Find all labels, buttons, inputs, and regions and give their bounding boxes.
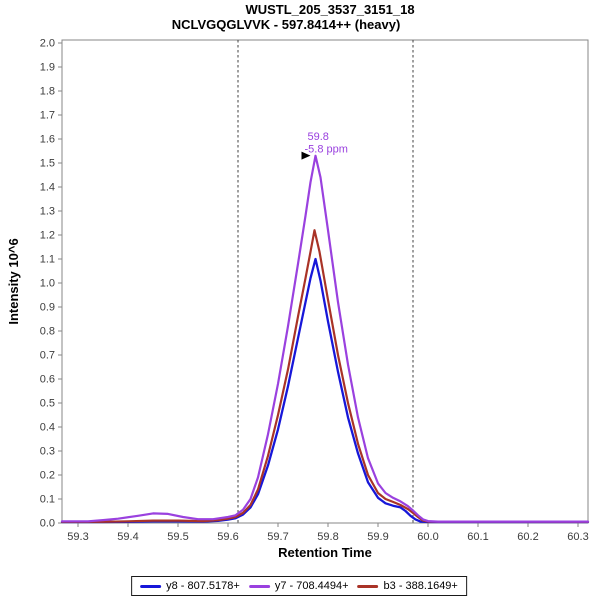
y-axis-tick-label: 1.3 xyxy=(40,206,55,218)
plot-frame xyxy=(61,39,589,524)
x-axis-tick-label: 59.4 xyxy=(117,531,138,543)
y-axis-tick-label: 0.5 xyxy=(40,398,55,410)
series-line-y7 xyxy=(60,154,590,523)
chart-title-peptide: NCLVGQGLVVK - 597.8414++ (heavy) xyxy=(171,17,401,32)
x-axis-tick-label: 59.6 xyxy=(217,531,238,543)
x-axis-tick-label: 59.3 xyxy=(67,531,88,543)
x-axis-title: Retention Time xyxy=(278,545,372,560)
y-axis-tick-label: 0.4 xyxy=(40,422,55,434)
legend-item-label: y7 - 708.4494+ xyxy=(274,580,349,592)
y-axis-tick-label: 1.8 xyxy=(40,86,55,98)
y-axis-tick-label: 0.7 xyxy=(40,350,55,362)
legend-item-label: b3 - 388.1649+ xyxy=(383,580,458,592)
x-axis-tick-label: 60.2 xyxy=(517,531,538,543)
y-axis-tick-label: 0.9 xyxy=(40,302,55,314)
legend-item-label: y8 - 807.5178+ xyxy=(166,580,240,592)
y-axis-tick-label: 1.0 xyxy=(40,278,55,290)
x-axis-tick-label: 59.7 xyxy=(267,531,288,543)
y-axis-tick-label: 0.6 xyxy=(40,374,55,386)
chromatogram-plot[interactable]: 59.3 59.4 59.5 59.6 59.7 59.8 59.9 60.0 60.1 60.2… xyxy=(0,0,600,570)
x-axis-tick-label: 60.0 xyxy=(417,531,438,543)
y-axis-tick-label: 1.1 xyxy=(40,254,55,266)
series-line-y8 xyxy=(60,257,590,524)
y-axis-tick-label: 0.8 xyxy=(40,326,55,338)
y-axis-tick-label: 0.2 xyxy=(40,470,55,482)
x-axis-tick-label: 60.3 xyxy=(567,531,588,543)
x-axis-tick-label: 59.8 xyxy=(317,531,338,543)
y-axis-tick-label: 1.7 xyxy=(40,110,55,122)
y-axis-tick-label: 0.1 xyxy=(40,494,55,506)
y-axis-title: Intensity 10^6 xyxy=(6,238,21,324)
y-axis-tick-label: 1.9 xyxy=(40,62,55,74)
x-axis-tick-label: 59.5 xyxy=(167,531,188,543)
x-axis-tick-label: 59.9 xyxy=(367,531,388,543)
y-axis-tick-label: 1.2 xyxy=(40,230,55,242)
legend-line-swatch-icon xyxy=(140,584,162,588)
legend-line-swatch-icon xyxy=(357,584,379,588)
legend-item-b3: b3 - 388.1649+ xyxy=(357,580,458,592)
legend-item-y8: y8 - 807.5178+ xyxy=(140,580,240,592)
y-axis-tick-label: 2.0 xyxy=(40,38,55,50)
legend-line-swatch-icon xyxy=(248,584,270,588)
peak-id-marker-icon xyxy=(301,151,311,160)
y-axis-tick-label: 0.3 xyxy=(40,446,55,458)
y-axis-tick-label: 1.4 xyxy=(40,182,55,194)
y-axis-tick-label: 1.5 xyxy=(40,158,55,170)
x-axis-tick-label: 60.1 xyxy=(467,531,488,543)
chart-title-file: WUSTL_205_3537_3151_18 xyxy=(245,2,415,17)
legend-item-y7: y7 - 708.4494+ xyxy=(248,580,349,592)
peak-ppm-annotation: -5.8 ppm xyxy=(305,143,348,155)
series-line-b3 xyxy=(60,229,590,523)
peak-rt-annotation[interactable]: 59.8 xyxy=(308,131,329,143)
y-axis-tick-label: 0.0 xyxy=(40,518,55,530)
y-axis-tick-label: 1.6 xyxy=(40,134,55,146)
legend-box: y8 - 807.5178+ y7 - 708.4494+ b3 - 388.164… xyxy=(131,576,467,596)
